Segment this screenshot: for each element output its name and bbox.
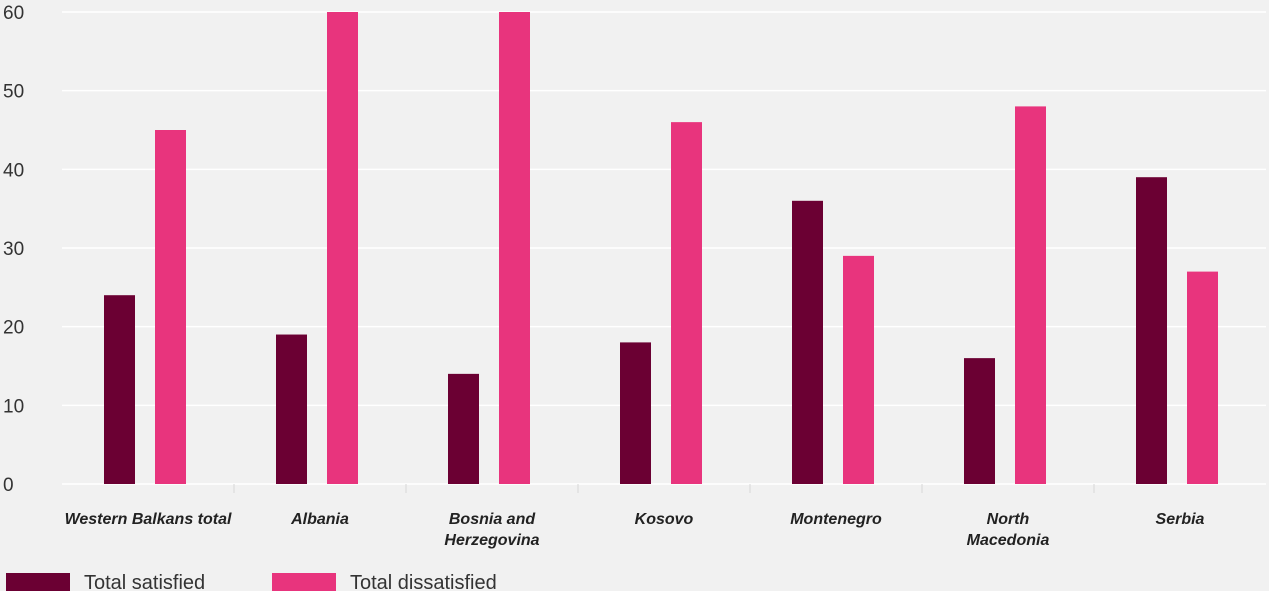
bar-dissatisfied	[1187, 271, 1218, 484]
bar-satisfied	[792, 200, 823, 485]
bar-dissatisfied	[327, 12, 358, 484]
bars	[104, 12, 1218, 485]
bar-satisfied	[104, 295, 135, 484]
bar-dissatisfied	[843, 255, 874, 484]
legend-swatch	[272, 573, 336, 591]
y-tick-label: 30	[3, 239, 24, 260]
bar-dissatisfied	[671, 122, 702, 484]
legend: Total satisfied Total dissatisfied	[6, 572, 497, 591]
legend-swatch	[6, 573, 70, 591]
y-tick-label: 40	[3, 160, 24, 181]
y-axis-ticks: 0 10 20 30 40 50 60	[3, 3, 24, 496]
bar-satisfied	[620, 342, 651, 484]
gridlines	[62, 11, 1266, 493]
bar-dissatisfied	[499, 12, 530, 484]
bar-satisfied	[1136, 177, 1167, 484]
y-tick-label: 0	[3, 475, 14, 496]
legend-label: Total satisfied	[84, 572, 205, 591]
bar-satisfied	[276, 334, 307, 484]
x-axis-labels: Western Balkans total Albania Bosnia and He…	[65, 511, 1205, 549]
y-tick-label: 20	[3, 318, 24, 339]
bar-satisfied	[448, 373, 479, 484]
bar-dissatisfied	[1015, 106, 1046, 485]
y-tick-label: 10	[3, 396, 24, 417]
x-category-label: Montenegro	[790, 511, 882, 528]
x-category-label: Albania	[290, 511, 349, 528]
bar-dissatisfied	[155, 130, 186, 484]
bar-satisfied	[964, 358, 995, 484]
legend-label: Total dissatisfied	[350, 572, 497, 591]
y-tick-label: 50	[3, 82, 24, 103]
x-category-label: Serbia	[1156, 511, 1205, 528]
x-category-label: Kosovo	[635, 511, 694, 528]
y-tick-label: 60	[3, 3, 24, 24]
x-category-label: North Macedonia	[967, 511, 1050, 549]
x-category-label: Western Balkans total	[65, 511, 232, 528]
x-category-label: Bosnia and Herzegovina	[444, 511, 539, 549]
